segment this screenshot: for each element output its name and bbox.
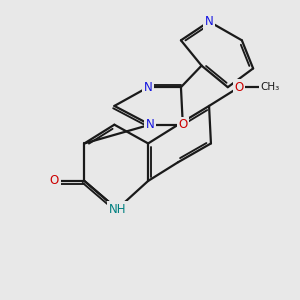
- Text: N: N: [144, 81, 152, 94]
- Text: CH₃: CH₃: [260, 82, 280, 92]
- Text: N: N: [146, 118, 154, 131]
- Text: O: O: [234, 81, 244, 94]
- Text: O: O: [50, 174, 59, 188]
- Text: O: O: [178, 118, 188, 131]
- Text: N: N: [205, 15, 213, 28]
- Text: NH: NH: [108, 202, 126, 216]
